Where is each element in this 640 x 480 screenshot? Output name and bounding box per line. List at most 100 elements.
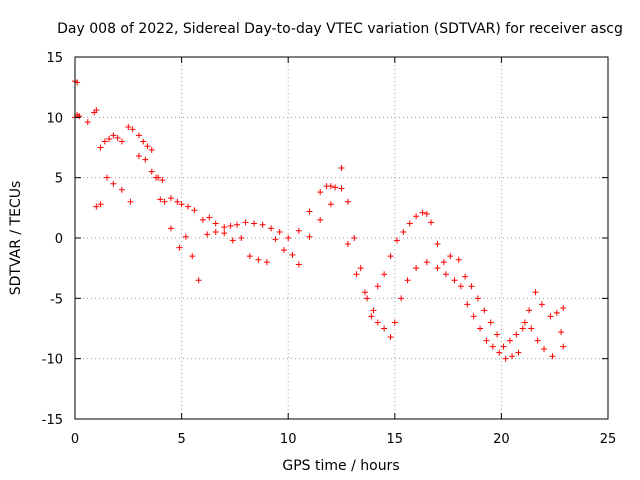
data-point (118, 186, 125, 193)
data-point (276, 228, 283, 235)
data-point (468, 283, 475, 290)
data-point (317, 189, 324, 196)
data-point (521, 319, 528, 326)
data-point (534, 337, 541, 344)
data-point (127, 198, 134, 205)
data-point (506, 337, 513, 344)
plot-frame (74, 56, 609, 420)
data-point (272, 236, 279, 243)
y-tick-label: 10 (46, 111, 63, 126)
y-tick-label: 0 (55, 232, 63, 247)
data-point (526, 307, 533, 314)
data-point (238, 235, 245, 241)
data-point (338, 185, 345, 192)
data-point (199, 216, 206, 223)
data-point (268, 225, 275, 232)
series-lower-branch (72, 78, 567, 362)
data-point (344, 241, 351, 248)
data-point (391, 319, 398, 326)
data-point (532, 289, 539, 296)
x-tick-label: 15 (387, 432, 404, 447)
data-point (442, 271, 449, 278)
data-point (423, 259, 430, 266)
y-tick-label: 15 (46, 51, 63, 66)
data-point (344, 198, 351, 205)
data-point (464, 301, 471, 308)
data-point (513, 331, 520, 338)
data-point (462, 273, 469, 280)
data-point (148, 168, 155, 175)
data-point (434, 265, 441, 272)
data-point (481, 307, 488, 314)
data-point (477, 325, 484, 332)
data-point (470, 313, 477, 320)
data-point (280, 247, 287, 254)
data-point (206, 214, 213, 221)
data-point (404, 277, 411, 284)
data-point (398, 295, 405, 302)
data-point (174, 198, 181, 205)
data-point (263, 259, 270, 266)
data-point (110, 180, 117, 187)
data-point (457, 283, 464, 290)
data-point (496, 349, 503, 356)
data-point (135, 152, 142, 159)
data-point (97, 201, 104, 208)
data-point (295, 227, 302, 234)
data-point (221, 230, 228, 237)
data-point (440, 259, 447, 266)
data-point (129, 126, 136, 133)
data-point (374, 319, 381, 326)
data-point (93, 203, 100, 210)
data-point (353, 271, 360, 278)
data-point (167, 195, 174, 202)
data-point (515, 349, 522, 356)
y-tick-label: -5 (50, 292, 63, 307)
data-point (519, 325, 526, 332)
data-point (549, 353, 556, 360)
data-point (161, 198, 168, 205)
data-point (155, 174, 162, 181)
y-axis-label: SDTVAR / TECUs (8, 181, 24, 296)
data-point (204, 231, 211, 238)
data-point (106, 136, 113, 143)
data-point (406, 220, 413, 227)
x-tick-label: 10 (280, 432, 297, 447)
data-point (419, 209, 426, 216)
data-point (487, 319, 494, 326)
data-point (114, 134, 121, 141)
data-point (332, 184, 339, 191)
data-point (483, 337, 490, 344)
data-point (509, 353, 516, 360)
data-point (357, 265, 364, 272)
data-point (494, 331, 501, 338)
data-point (176, 244, 183, 251)
data-point (387, 253, 394, 260)
x-tick-label: 0 (71, 432, 79, 447)
data-point (135, 132, 142, 139)
data-point (125, 123, 132, 130)
data-point (538, 301, 545, 308)
data-point (103, 174, 110, 181)
data-point (306, 208, 313, 215)
data-point (118, 138, 125, 145)
data-point (142, 156, 149, 163)
y-tick-label: -10 (42, 353, 63, 368)
data-point (327, 183, 334, 190)
data-point (381, 325, 388, 332)
data-point (547, 313, 554, 320)
data-point (489, 343, 496, 350)
data-point (184, 203, 191, 210)
data-point (474, 295, 481, 302)
data-point (306, 233, 313, 240)
x-tick-label: 20 (493, 432, 510, 447)
data-point (84, 119, 91, 126)
data-point (295, 261, 302, 268)
data-point (413, 213, 420, 220)
data-point (423, 210, 430, 217)
data-point (191, 207, 198, 214)
data-point (455, 256, 462, 263)
data-point (558, 329, 565, 336)
data-point (338, 165, 345, 172)
